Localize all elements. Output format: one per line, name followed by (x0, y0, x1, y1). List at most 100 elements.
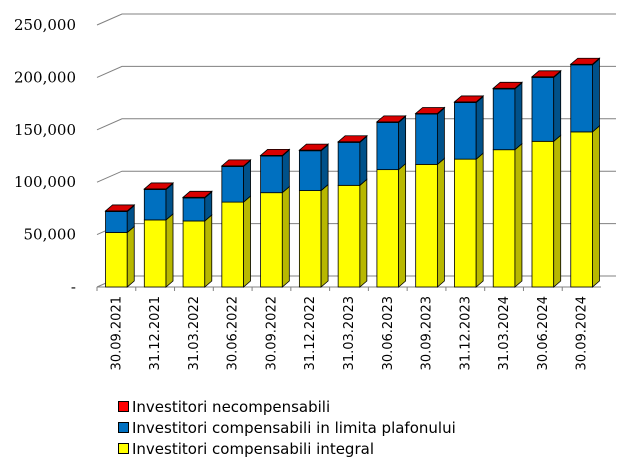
bar-side (436, 157, 445, 288)
bar-face (182, 197, 206, 222)
bar-face (182, 220, 206, 288)
bar-face (570, 64, 593, 133)
legend-item-integral: Investitori compensabili integral (118, 438, 456, 459)
bar-segment (182, 214, 213, 288)
x-tick-label: 31.12.2022 (303, 296, 318, 370)
y-tick-label: 100,000 (14, 173, 76, 191)
bar-side (592, 125, 600, 288)
bar-segment (337, 135, 368, 187)
bar-segment (298, 143, 329, 192)
bar-face (531, 77, 555, 142)
gridline (96, 170, 616, 183)
y-tick-label: 150,000 (14, 121, 76, 139)
bar-side (320, 183, 329, 288)
bar-segment (337, 178, 368, 288)
x-tick-label: 30.06.2022 (226, 296, 241, 370)
bar-top (453, 95, 485, 103)
bar-face (415, 163, 438, 288)
bar-segment (298, 143, 330, 152)
bar-segment (221, 159, 251, 203)
bar-segment (492, 82, 523, 151)
bar-side (281, 185, 290, 288)
bar-side (553, 70, 562, 143)
bar-top (259, 148, 291, 156)
bar-face (298, 150, 322, 191)
bar-top (375, 115, 407, 123)
bar-segment (531, 70, 562, 143)
x-tick-label: 31.03.2022 (187, 296, 202, 370)
bar-side (592, 57, 600, 133)
bar-face (105, 211, 128, 233)
legend-label: Investitori compensabili in limita plafo… (132, 418, 456, 437)
bar-face (298, 190, 322, 288)
bar-side (243, 195, 251, 288)
bar-segment (454, 152, 484, 288)
bar-segment (220, 159, 252, 168)
gridline (96, 13, 616, 26)
bars (104, 57, 601, 288)
bar-face (531, 140, 555, 288)
bar-side (475, 95, 484, 161)
bar-side (320, 143, 329, 192)
bar-side (281, 149, 290, 194)
bar-segment (259, 148, 291, 157)
bar-side (359, 178, 368, 288)
legend: Investitori necompensabili Investitori c… (118, 396, 456, 459)
bar-segment (569, 57, 601, 66)
bar-segment (415, 107, 445, 166)
bar-segment (570, 125, 600, 288)
bar-side (165, 213, 174, 288)
bar-face (260, 155, 283, 194)
bar-side (359, 135, 368, 187)
bar-segment (376, 162, 407, 288)
bar-top (492, 81, 524, 89)
bar-top (181, 190, 213, 198)
bar-face (105, 232, 128, 288)
bar-segment (531, 134, 562, 288)
legend-label: Investitori necompensabili (132, 397, 331, 416)
y-tick-label: 250,000 (14, 16, 76, 34)
bar-top (298, 143, 330, 151)
legend-item-in-limita-plafonului: Investitori compensabili in limita plafo… (118, 417, 456, 438)
bar-face (143, 219, 167, 288)
x-tick-label: 30.06.2024 (536, 296, 551, 370)
bar-face (337, 184, 361, 288)
bar-side (514, 82, 523, 151)
x-tick-label: 31.12.2023 (458, 296, 473, 370)
gridline (96, 65, 616, 78)
x-tick-label: 31.03.2023 (342, 296, 357, 370)
gridline (96, 118, 616, 131)
x-tick-label: 31.12.2021 (148, 296, 163, 370)
bar-segment (414, 106, 446, 115)
bar-side (126, 225, 135, 288)
bar-top (414, 107, 446, 114)
bar-segment (260, 185, 290, 288)
bar-face (415, 113, 438, 165)
legend-swatch-blue (118, 422, 129, 433)
bar-segment (375, 114, 407, 124)
x-tick-label: 30.09.2024 (575, 296, 590, 370)
bar-side (436, 107, 445, 166)
bar-top (220, 159, 252, 167)
y-tick-label: - (71, 278, 76, 296)
legend-item-necompensabili: Investitori necompensabili (118, 396, 456, 417)
y-tick-label: 50,000 (24, 226, 77, 244)
bar-segment (105, 225, 135, 288)
bar-top (337, 135, 368, 143)
x-tick-label: 30.09.2022 (264, 296, 279, 370)
bar-side (398, 115, 407, 171)
x-tick-label: 30.06.2023 (381, 296, 396, 370)
bar-side (553, 134, 562, 288)
bar-segment (143, 182, 175, 191)
x-tick-label: 30.09.2021 (109, 296, 124, 370)
bar-top (143, 182, 175, 190)
bar-face (492, 88, 516, 151)
bar-segment (181, 190, 213, 199)
x-tick-label: 30.09.2023 (420, 296, 435, 370)
bar-side (204, 214, 213, 288)
bar-side (475, 152, 484, 288)
legend-label: Investitori compensabili integral (132, 439, 374, 458)
bar-face (454, 102, 477, 160)
bar-side (243, 159, 251, 203)
